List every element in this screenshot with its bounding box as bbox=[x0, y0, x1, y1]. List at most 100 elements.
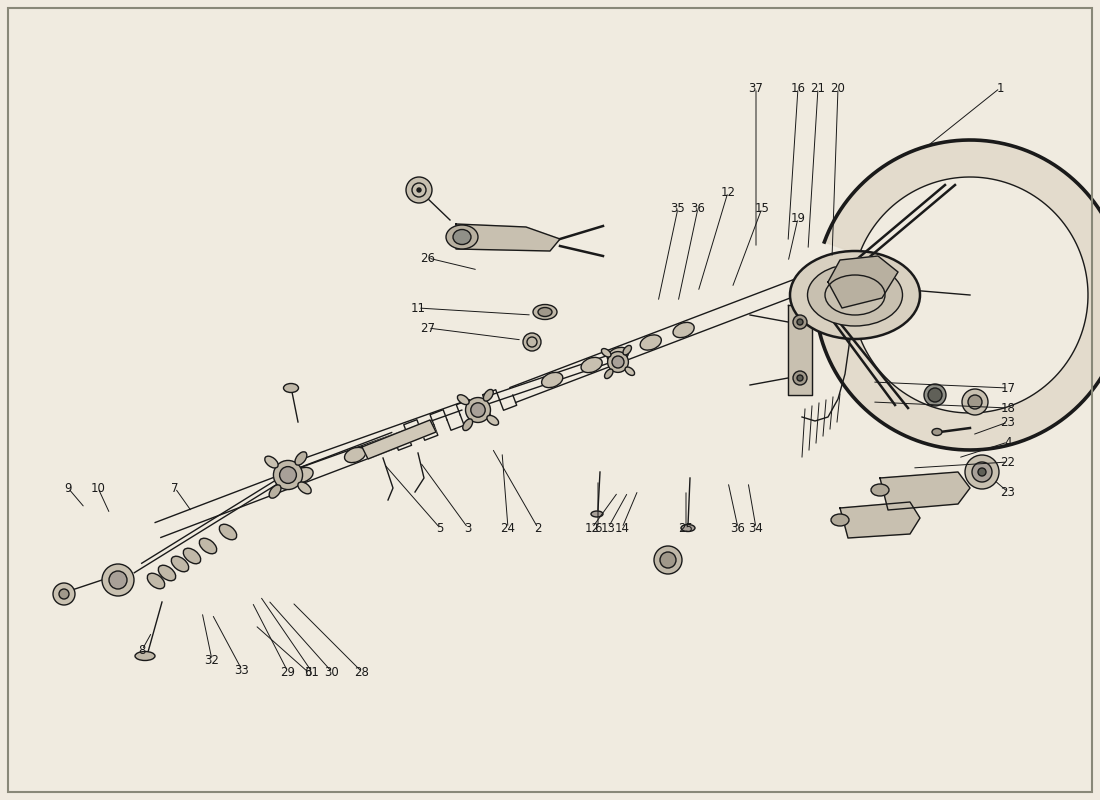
Circle shape bbox=[607, 352, 628, 373]
Text: 31: 31 bbox=[305, 666, 319, 678]
Text: 24: 24 bbox=[500, 522, 516, 534]
Polygon shape bbox=[840, 502, 920, 538]
Text: 4: 4 bbox=[1004, 435, 1012, 449]
Ellipse shape bbox=[135, 651, 155, 661]
Text: 18: 18 bbox=[1001, 402, 1015, 414]
Circle shape bbox=[417, 188, 421, 192]
Text: 26: 26 bbox=[420, 251, 436, 265]
Circle shape bbox=[279, 466, 296, 483]
Ellipse shape bbox=[807, 264, 902, 326]
Ellipse shape bbox=[463, 419, 473, 430]
Text: 5: 5 bbox=[437, 522, 443, 534]
Text: 20: 20 bbox=[830, 82, 846, 94]
Circle shape bbox=[59, 589, 69, 599]
Text: 13: 13 bbox=[601, 522, 615, 534]
Ellipse shape bbox=[219, 524, 236, 540]
Text: 33: 33 bbox=[234, 663, 250, 677]
Circle shape bbox=[965, 455, 999, 489]
Ellipse shape bbox=[292, 467, 313, 482]
Ellipse shape bbox=[158, 566, 176, 581]
Polygon shape bbox=[362, 420, 436, 459]
Ellipse shape bbox=[623, 346, 631, 355]
Text: 25: 25 bbox=[679, 522, 693, 534]
Circle shape bbox=[793, 371, 807, 385]
Text: 2: 2 bbox=[535, 522, 541, 534]
Ellipse shape bbox=[871, 484, 889, 496]
Circle shape bbox=[928, 388, 942, 402]
Polygon shape bbox=[815, 140, 1100, 450]
Circle shape bbox=[471, 402, 485, 418]
Ellipse shape bbox=[298, 482, 311, 494]
Circle shape bbox=[612, 356, 624, 368]
Circle shape bbox=[962, 389, 988, 415]
Ellipse shape bbox=[790, 251, 920, 339]
Text: 28: 28 bbox=[354, 666, 370, 678]
Polygon shape bbox=[456, 224, 560, 251]
Text: 34: 34 bbox=[749, 522, 763, 534]
Text: 12: 12 bbox=[584, 522, 600, 534]
Ellipse shape bbox=[483, 390, 493, 401]
Text: 15: 15 bbox=[755, 202, 769, 214]
Circle shape bbox=[406, 177, 432, 203]
Polygon shape bbox=[828, 256, 898, 308]
Circle shape bbox=[53, 583, 75, 605]
Text: 36: 36 bbox=[730, 522, 746, 534]
Circle shape bbox=[522, 333, 541, 351]
Text: 7: 7 bbox=[172, 482, 178, 494]
Polygon shape bbox=[880, 472, 970, 510]
Ellipse shape bbox=[673, 322, 694, 338]
Ellipse shape bbox=[640, 335, 661, 350]
Ellipse shape bbox=[284, 383, 298, 393]
Text: 10: 10 bbox=[90, 482, 106, 494]
Text: 35: 35 bbox=[671, 202, 685, 214]
Circle shape bbox=[924, 384, 946, 406]
Ellipse shape bbox=[184, 548, 200, 564]
Text: 17: 17 bbox=[1001, 382, 1015, 394]
Text: 11: 11 bbox=[410, 302, 426, 314]
Text: 1: 1 bbox=[997, 82, 1003, 94]
Text: 29: 29 bbox=[280, 666, 296, 678]
Text: 36: 36 bbox=[691, 202, 705, 214]
Ellipse shape bbox=[172, 556, 189, 572]
Text: 19: 19 bbox=[791, 211, 805, 225]
Ellipse shape bbox=[541, 372, 563, 388]
Ellipse shape bbox=[538, 307, 552, 317]
Text: 23: 23 bbox=[1001, 486, 1015, 498]
Ellipse shape bbox=[681, 525, 695, 531]
Polygon shape bbox=[788, 305, 812, 395]
Ellipse shape bbox=[591, 511, 603, 517]
Text: 27: 27 bbox=[420, 322, 436, 334]
Text: 32: 32 bbox=[205, 654, 219, 666]
Text: 30: 30 bbox=[324, 666, 340, 678]
Circle shape bbox=[968, 395, 982, 409]
Circle shape bbox=[798, 319, 803, 325]
Circle shape bbox=[654, 546, 682, 574]
Ellipse shape bbox=[453, 230, 471, 245]
Text: 14: 14 bbox=[615, 522, 629, 534]
Text: 21: 21 bbox=[811, 82, 825, 94]
Circle shape bbox=[978, 468, 986, 476]
Ellipse shape bbox=[830, 514, 849, 526]
Text: 8: 8 bbox=[139, 643, 145, 657]
Ellipse shape bbox=[446, 225, 478, 249]
Ellipse shape bbox=[265, 456, 278, 468]
Circle shape bbox=[793, 315, 807, 329]
Circle shape bbox=[274, 461, 302, 490]
Text: 9: 9 bbox=[64, 482, 72, 494]
Text: 3: 3 bbox=[464, 522, 472, 534]
Ellipse shape bbox=[605, 369, 613, 378]
Ellipse shape bbox=[147, 574, 165, 589]
Circle shape bbox=[972, 462, 992, 482]
Circle shape bbox=[465, 398, 491, 422]
Ellipse shape bbox=[487, 415, 498, 426]
Text: 6: 6 bbox=[305, 666, 311, 678]
Text: 37: 37 bbox=[749, 82, 763, 94]
Text: 23: 23 bbox=[1001, 415, 1015, 429]
Text: 6: 6 bbox=[594, 522, 602, 534]
Ellipse shape bbox=[199, 538, 217, 554]
Ellipse shape bbox=[607, 347, 628, 362]
Circle shape bbox=[798, 375, 803, 381]
Text: 12: 12 bbox=[720, 186, 736, 198]
Ellipse shape bbox=[534, 305, 557, 319]
Circle shape bbox=[109, 571, 126, 589]
